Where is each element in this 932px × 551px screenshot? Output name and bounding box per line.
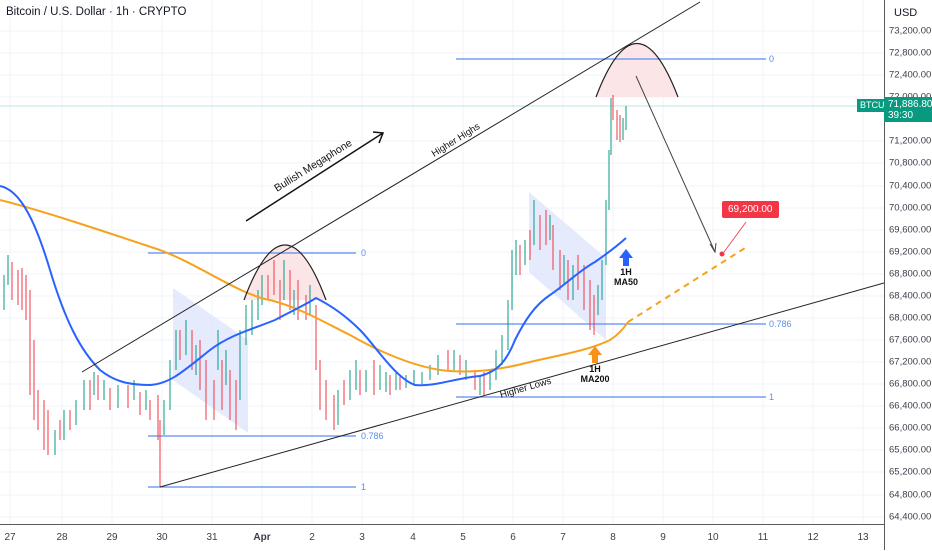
price-tick: 72,400.00 <box>889 69 932 81</box>
ma50-label-2: MA50 <box>614 277 638 287</box>
price-tick: 66,800.00 <box>889 378 932 390</box>
target-connector <box>723 221 747 253</box>
time-label: 29 <box>106 532 118 543</box>
ma200-projection <box>627 247 746 323</box>
price-tick: 71,200.00 <box>889 135 932 147</box>
price-tick: 68,800.00 <box>889 268 932 280</box>
time-label: 6 <box>510 532 516 543</box>
arrowhead-icon <box>372 131 385 144</box>
time-label: 13 <box>857 532 869 543</box>
time-label: 2 <box>309 532 315 543</box>
price-tick: 65,200.00 <box>889 466 932 478</box>
time-label: 31 <box>206 532 218 543</box>
time-label: 4 <box>410 532 416 543</box>
higher-lows-trendline[interactable] <box>159 282 885 488</box>
price-tick: 68,000.00 <box>889 312 932 324</box>
ma200-label-2: MA200 <box>580 374 609 384</box>
price-tick: 65,600.00 <box>889 444 932 456</box>
ma200-line[interactable] <box>0 199 629 373</box>
fib2-label-0: 0 <box>769 54 774 64</box>
top-arc-2[interactable] <box>595 42 679 98</box>
chart-svg: 0 0.786 1 0 0.786 1 <box>0 0 885 524</box>
fib2-label-1: 1 <box>769 392 774 402</box>
price-tick: 72,800.00 <box>889 47 932 59</box>
bullish-megaphone-arrow[interactable] <box>245 132 384 222</box>
ma200-label-1: 1H <box>589 364 601 374</box>
ma50-label-1: 1H <box>620 267 632 277</box>
price-tick: 67,600.00 <box>889 334 932 346</box>
price-tick: 73,200.00 <box>889 25 932 37</box>
time-label: 3 <box>359 532 365 543</box>
price-tick: 70,800.00 <box>889 157 932 169</box>
time-label: 5 <box>460 532 466 543</box>
last-price-badge: 71,886.80 39:30 <box>884 97 932 122</box>
price-tick: 67,200.00 <box>889 356 932 368</box>
fib2-label-0786: 0.786 <box>769 319 792 329</box>
price-tick: 70,000.00 <box>889 202 932 214</box>
projection-arrowhead-icon <box>709 242 717 254</box>
higher-highs-label: Higher Highs <box>430 121 483 160</box>
projection-arrow[interactable] <box>635 75 716 253</box>
bull-flag-channel-1 <box>173 288 248 433</box>
time-label: 27 <box>4 532 16 543</box>
time-label: 11 <box>757 532 769 543</box>
chart-title: Bitcoin / U.S. Dollar · 1h · CRYPTO <box>6 6 187 18</box>
fib1-label-0: 0 <box>361 248 366 258</box>
time-label: 28 <box>56 532 68 543</box>
ma50-line[interactable] <box>0 185 627 387</box>
last-price-value: 71,886.80 <box>888 99 932 110</box>
fib-set-1[interactable] <box>148 252 356 488</box>
price-tick: 66,000.00 <box>889 422 932 434</box>
candles <box>3 95 627 487</box>
fib1-label-1: 1 <box>361 482 366 492</box>
price-tick: 66,400.00 <box>889 400 932 412</box>
fib1-label-0786: 0.786 <box>361 431 384 441</box>
time-label-month: Apr <box>253 532 271 543</box>
chart-canvas[interactable]: 0 0.786 1 0 0.786 1 <box>0 0 885 524</box>
time-label: 7 <box>560 532 566 543</box>
time-label: 8 <box>610 532 616 543</box>
price-tick: 64,400.00 <box>889 511 932 523</box>
ma50-up-arrow-icon <box>619 249 633 266</box>
time-label: 9 <box>660 532 666 543</box>
target-price-label[interactable]: 69,200.00 <box>722 201 779 218</box>
grid <box>0 0 884 524</box>
higher-highs-trendline[interactable] <box>81 1 701 373</box>
target-point[interactable] <box>719 251 725 257</box>
price-tick: 70,400.00 <box>889 180 932 192</box>
currency-label[interactable]: USD <box>894 7 918 19</box>
time-label: 30 <box>156 532 168 543</box>
price-tick: 68,400.00 <box>889 290 932 302</box>
time-label: 12 <box>807 532 819 543</box>
top-arc-1[interactable] <box>243 244 327 301</box>
price-axis[interactable]: USD 73,200.00 72,800.00 72,400.00 72,000… <box>884 0 932 550</box>
ma200-up-arrow-icon <box>588 346 602 363</box>
bar-countdown: 39:30 <box>888 110 914 121</box>
price-tick: 64,800.00 <box>889 489 932 501</box>
price-tick: 69,200.00 <box>889 246 932 258</box>
time-label: 10 <box>707 532 719 543</box>
price-tick: 69,600.00 <box>889 224 932 236</box>
time-axis[interactable]: 27 28 29 30 31 Apr 2 3 4 5 6 7 8 9 10 11… <box>0 524 884 551</box>
